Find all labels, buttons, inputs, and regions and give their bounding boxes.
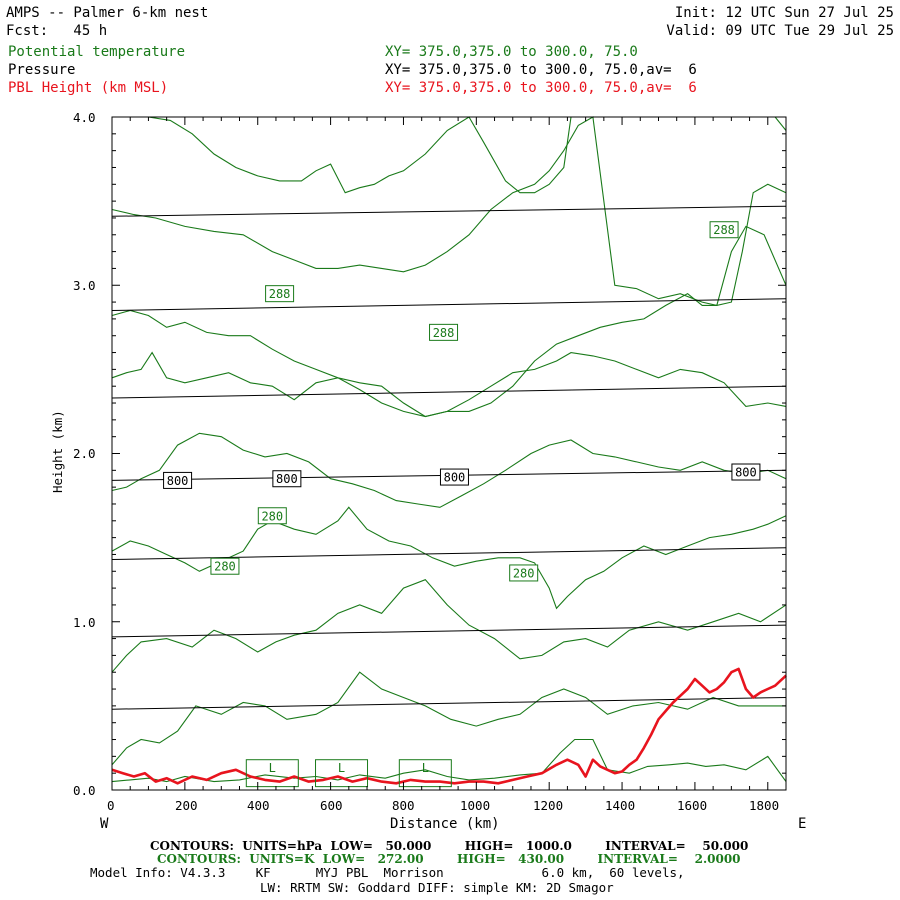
- x-tick-label: 0: [107, 798, 115, 813]
- low-center-label: L: [398, 759, 452, 788]
- pressure-contour-line: [111, 547, 787, 560]
- pressure-contour-line: [111, 385, 787, 399]
- pressure-contour-line: [111, 697, 787, 710]
- pressure-contour-label-box: [731, 463, 761, 481]
- pressure-contour-label: 800: [439, 468, 469, 486]
- y-tick-label: 3.0: [73, 278, 96, 293]
- x-tick-label: 1600: [677, 798, 708, 813]
- contour-labels: 800 800 800 800 288 288 288 280 280 280 L L L: [163, 221, 761, 788]
- pressure-contour-label: 800: [272, 470, 302, 488]
- pressure-contour-label-text: 800: [276, 472, 298, 486]
- low-center-box: [315, 759, 369, 788]
- y-tick-label: 1.0: [73, 615, 96, 630]
- pressure-contour-label-box: [272, 470, 302, 488]
- x-tick-label: 1800: [749, 798, 780, 813]
- y-tick-label: 4.0: [73, 110, 96, 125]
- pressure-contour-label-text: 800: [167, 474, 189, 488]
- pressure-contour-label-box: [163, 471, 193, 489]
- pbl-height-series: [111, 667, 787, 785]
- x-tick-label: 1000: [460, 798, 491, 813]
- pressure-contours: [111, 205, 787, 710]
- low-center-label: L: [315, 759, 369, 788]
- theta-contour-line: [111, 738, 787, 783]
- theta-contour-label-text: 280: [513, 566, 535, 580]
- y-axis-label: Height (km): [50, 410, 65, 493]
- theta-contour-label-box: [429, 323, 459, 341]
- forecast-hour: Fcst: 45 h: [6, 23, 108, 39]
- legend-pressure-desc: XY= 375.0,375.0 to 300.0, 75.0,av= 6: [385, 62, 697, 78]
- low-center-text: L: [338, 761, 345, 775]
- potential-temperature-contours: [111, 116, 787, 783]
- theta-contour-label-text: 288: [269, 287, 291, 301]
- axis-ticks: [111, 116, 787, 791]
- legend-potential-temperature: Potential temperature: [8, 44, 186, 60]
- theta-contour-info: CONTOURS: UNITS=K LOW= 272.00 HIGH= 430.…: [157, 852, 741, 866]
- pressure-contour-info: CONTOURS: UNITS=hPa LOW= 50.000 HIGH= 10…: [150, 839, 749, 853]
- theta-contour-label: 280: [210, 557, 240, 575]
- theta-contour-label: 288: [429, 323, 459, 341]
- pressure-contour-label-text: 800: [444, 471, 466, 485]
- physics-info: LW: RRTM SW: Goddard DIFF: simple KM: 2D…: [260, 880, 614, 895]
- theta-contour-line: [111, 116, 787, 306]
- west-label: W: [100, 816, 109, 832]
- valid-time: Valid: 09 UTC Tue 29 Jul 25: [666, 23, 894, 39]
- theta-contour-label-box: [509, 564, 539, 582]
- theta-contour-line: [148, 116, 572, 194]
- legend-pressure: Pressure: [8, 62, 76, 78]
- theta-contour-line: [111, 432, 787, 508]
- x-tick-label: 200: [175, 798, 198, 813]
- theta-contour-label-box: [210, 557, 240, 575]
- pressure-contour-label-box: [439, 468, 469, 486]
- east-label: E: [798, 816, 807, 832]
- pressure-contour-line: [111, 205, 787, 217]
- low-center-text: L: [269, 761, 276, 775]
- x-tick-label: 1400: [605, 798, 636, 813]
- theta-contour-label: 288: [709, 221, 739, 239]
- plot-frame: [111, 116, 787, 791]
- model-title: AMPS -- Palmer 6-km nest: [6, 5, 209, 21]
- y-tick-label: 2.0: [73, 446, 96, 461]
- pressure-contour-label-text: 800: [735, 466, 757, 480]
- low-center-box: [245, 759, 299, 788]
- theta-contour-line: [111, 351, 787, 418]
- pressure-contour-label: 800: [731, 463, 761, 481]
- theta-contour-label-box: [709, 221, 739, 239]
- theta-contour-label-box: [257, 507, 287, 525]
- theta-contour-label-box: [265, 285, 295, 303]
- x-axis-label: Distance (km): [390, 816, 500, 832]
- theta-contour-line: [774, 116, 787, 131]
- x-tick-label: 400: [247, 798, 270, 813]
- pressure-contour-line: [111, 298, 787, 311]
- x-tick-label: 800: [392, 798, 415, 813]
- theta-contour-label: 288: [265, 285, 295, 303]
- y-tick-label: 0.0: [73, 783, 96, 798]
- legend-pbl-height: PBL Height (km MSL): [8, 80, 169, 96]
- theta-contour-label: 280: [509, 564, 539, 582]
- x-tick-label: 600: [320, 798, 343, 813]
- theta-contour-line: [111, 671, 786, 766]
- pressure-contour-line: [111, 624, 787, 638]
- theta-contour-label-text: 288: [433, 326, 455, 340]
- theta-contour-line: [111, 579, 787, 673]
- init-time: Init: 12 UTC Sun 27 Jul 25: [674, 5, 894, 21]
- legend-potential-temperature-desc: XY= 375.0,375.0 to 300.0, 75.0: [385, 44, 638, 60]
- pressure-contour-label: 800: [163, 471, 193, 489]
- model-info: Model Info: V4.3.3 KF MYJ PBL Morrison 6…: [90, 865, 685, 880]
- theta-contour-label: 280: [257, 507, 287, 525]
- theta-contour-label-text: 280: [261, 509, 283, 523]
- theta-contour-label-text: 280: [214, 560, 236, 574]
- low-center-text: L: [422, 761, 429, 775]
- x-tick-label: 1200: [533, 798, 564, 813]
- low-center-label: L: [245, 759, 299, 788]
- theta-contour-label-text: 288: [713, 223, 735, 237]
- pbl-height-line: [111, 667, 787, 785]
- low-center-box: [398, 759, 452, 788]
- legend-pbl-height-desc: XY= 375.0,375.0 to 300.0, 75.0,av= 6: [385, 80, 697, 96]
